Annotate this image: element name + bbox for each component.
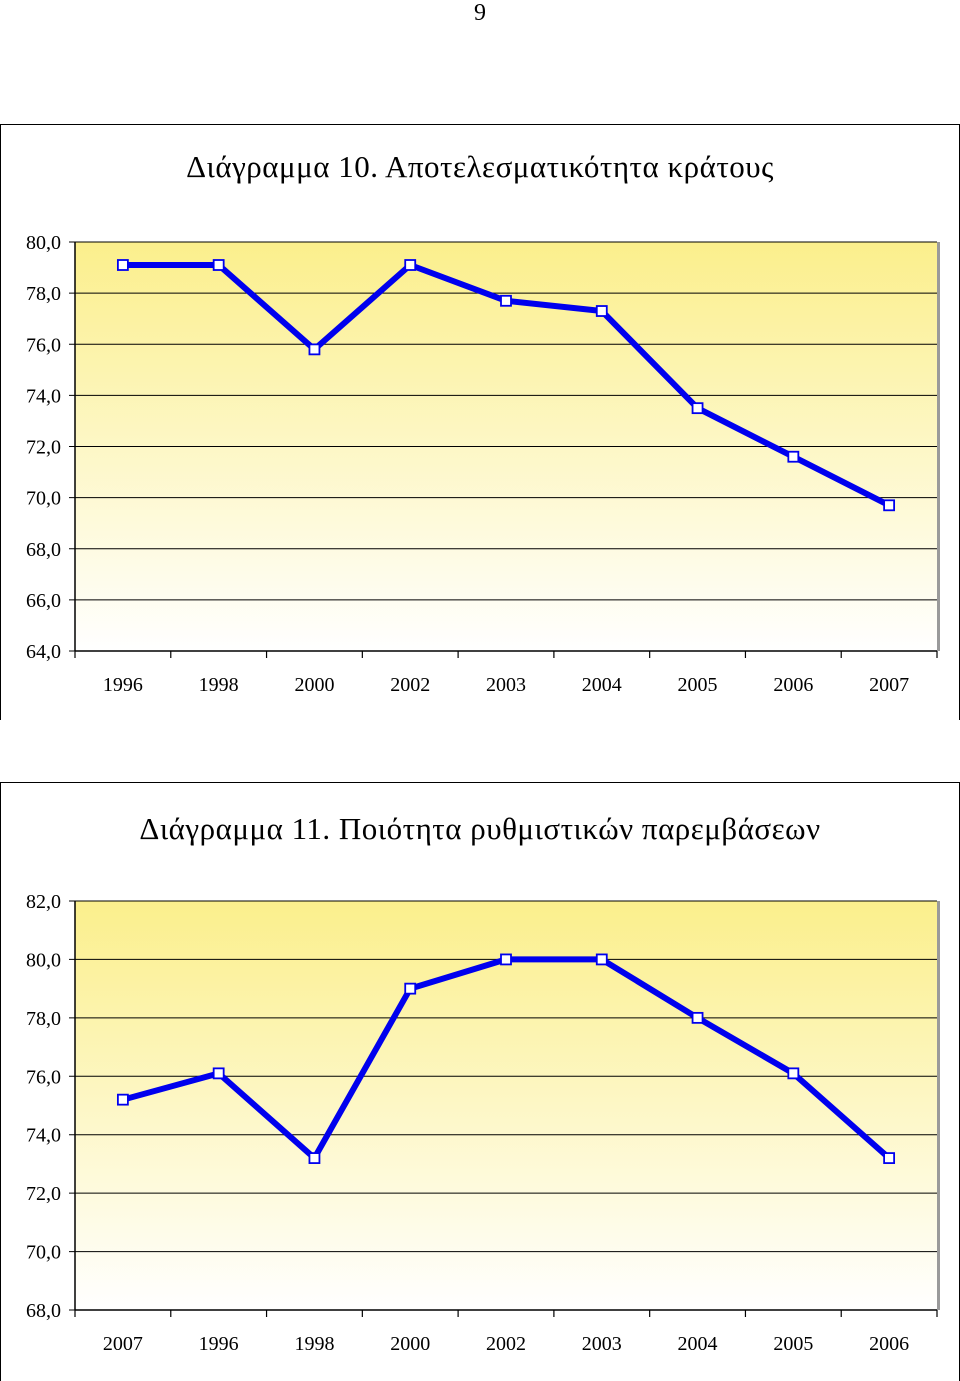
data-point — [500, 953, 512, 966]
chart-title-2: Διάγραμμα 11. Ποιότητα ρυθμιστικών παρεμ… — [139, 811, 821, 846]
x-tick-label: 1996 — [103, 674, 143, 696]
y-tick-label: 74,0 — [26, 385, 61, 407]
data-point — [691, 1011, 704, 1024]
x-tick-label: 2004 — [678, 1333, 718, 1355]
y-tick-label: 82,0 — [26, 891, 61, 913]
x-tick-label: 2005 — [773, 1333, 813, 1355]
x-tick-label: 2000 — [294, 674, 334, 696]
data-point — [116, 259, 129, 271]
y-tick-label: 70,0 — [26, 1242, 61, 1264]
y-tick-label: 66,0 — [26, 590, 61, 612]
data-point — [116, 1093, 129, 1106]
x-tick-label: 2003 — [486, 674, 526, 696]
x-tick-label: 2002 — [390, 674, 430, 696]
x-tick-label: 2006 — [869, 1333, 909, 1355]
y-tick-label: 80,0 — [26, 949, 61, 971]
x-tick-label: 2007 — [869, 674, 909, 696]
x-tick-label: 2006 — [773, 674, 813, 696]
x-tick-label: 2003 — [582, 1333, 622, 1355]
data-point — [404, 982, 417, 995]
y-tick-label: 68,0 — [26, 539, 61, 561]
data-point — [308, 1152, 321, 1164]
data-point — [787, 450, 800, 463]
y-tick-label: 74,0 — [26, 1125, 61, 1147]
data-point — [212, 1067, 225, 1080]
y-tick-label: 80,0 — [26, 232, 61, 254]
y-tick-label: 64,0 — [26, 641, 61, 663]
x-tick-label: 1998 — [294, 1333, 334, 1355]
x-tick-label: 2004 — [582, 674, 622, 696]
data-point — [500, 294, 512, 307]
y-tick-label: 72,0 — [26, 437, 61, 459]
page-number: 9 — [474, 0, 486, 26]
data-point — [883, 499, 896, 512]
data-point — [595, 953, 608, 966]
chart-title-1: Διάγραμμα 10. Αποτελεσματικότητα κράτους — [186, 149, 774, 184]
y-tick-label: 78,0 — [26, 283, 61, 305]
plot-area — [75, 901, 937, 1310]
x-tick-label: 2007 — [103, 1333, 143, 1355]
data-point — [595, 305, 608, 317]
data-point — [883, 1152, 896, 1164]
y-tick-label: 68,0 — [26, 1300, 61, 1322]
y-tick-label: 72,0 — [26, 1183, 61, 1205]
x-tick-label: 2005 — [678, 674, 718, 696]
x-tick-label: 1996 — [199, 1333, 239, 1355]
y-tick-label: 76,0 — [26, 334, 61, 356]
data-point — [787, 1067, 800, 1080]
data-point — [691, 402, 704, 415]
y-tick-label: 78,0 — [26, 1008, 61, 1030]
x-tick-label: 2000 — [390, 1333, 430, 1355]
line-chart-2: 68,0 70,0 72,0 74,0 76,0 78,0 80,0 82,0 2007 1996… — [26, 891, 940, 1355]
data-point — [308, 343, 321, 356]
data-point — [212, 259, 225, 271]
y-tick-label: 70,0 — [26, 488, 61, 510]
data-point — [404, 259, 417, 271]
x-tick-label: 2002 — [486, 1333, 526, 1355]
line-chart-1: 64,0 66,0 68,0 70,0 72,0 74,0 76,0 78,0 80,0 1996… — [26, 232, 940, 696]
x-tick-label: 1998 — [199, 674, 239, 696]
y-tick-label: 76,0 — [26, 1066, 61, 1088]
